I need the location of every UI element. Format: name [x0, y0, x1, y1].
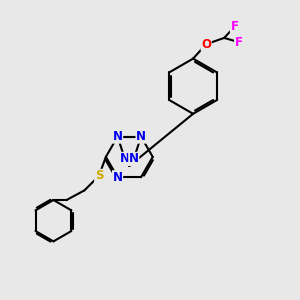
Text: N: N: [129, 152, 139, 165]
Text: N: N: [112, 130, 123, 143]
Text: O: O: [201, 38, 211, 51]
Text: F: F: [230, 20, 238, 33]
Text: S: S: [95, 169, 103, 182]
Text: N: N: [112, 171, 123, 184]
Text: N: N: [120, 152, 130, 165]
Text: F: F: [235, 36, 243, 49]
Text: N: N: [136, 130, 146, 143]
